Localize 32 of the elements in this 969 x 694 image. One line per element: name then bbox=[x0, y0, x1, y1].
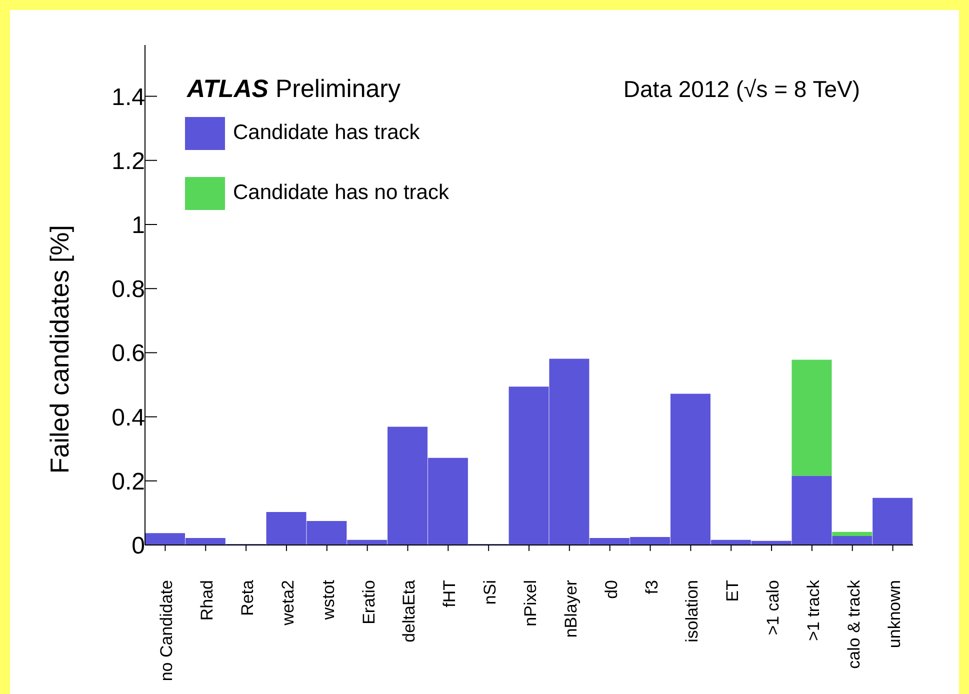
x-tick-label: ET bbox=[723, 580, 742, 602]
x-tick-label: d0 bbox=[602, 580, 621, 599]
x-tick-label: Reta bbox=[238, 579, 258, 616]
x-tick-label: wstot bbox=[318, 580, 338, 621]
x-tick-label: Rhad bbox=[198, 580, 217, 621]
annotation: ATLAS Preliminary bbox=[186, 75, 401, 103]
y-tick-label: 0.8 bbox=[112, 276, 145, 304]
y-tick-label: 1.4 bbox=[112, 84, 145, 111]
x-tick-label: calo & track bbox=[844, 580, 864, 669]
x-tick-label: isolation bbox=[682, 580, 702, 642]
x-tick-label: >1 track bbox=[804, 580, 823, 641]
y-tick-label: 0.2 bbox=[112, 468, 145, 496]
y-axis-title: Failed candidates [%] bbox=[44, 225, 74, 474]
x-tick-label: fHT bbox=[440, 580, 460, 608]
x-tick-label: nBlayer bbox=[561, 580, 580, 638]
x-tick-label: no Candidate bbox=[157, 580, 176, 682]
y-tick-label: 0.6 bbox=[112, 340, 145, 368]
y-tick-label: 1 bbox=[132, 212, 145, 240]
y-tick-label: 1.2 bbox=[112, 148, 145, 175]
x-tick-label: f3 bbox=[642, 580, 662, 594]
legend-label: Candidate has no track bbox=[233, 181, 449, 205]
x-tick-label: unknown bbox=[884, 580, 904, 648]
x-tick-label: Eratio bbox=[359, 580, 378, 624]
y-tick-label: 0.4 bbox=[112, 404, 145, 432]
x-tick-label: deltaEta bbox=[400, 579, 419, 642]
x-tick-label: nPixel bbox=[521, 580, 540, 626]
x-tick-label: >1 calo bbox=[764, 580, 783, 636]
annotation: Data 2012 (√s = 8 TeV) bbox=[623, 76, 860, 102]
y-tick-label: 0 bbox=[132, 532, 145, 560]
legend-label: Candidate has track bbox=[233, 121, 420, 145]
x-tick-label: nSi bbox=[480, 580, 500, 605]
x-tick-label: weta2 bbox=[278, 580, 298, 626]
